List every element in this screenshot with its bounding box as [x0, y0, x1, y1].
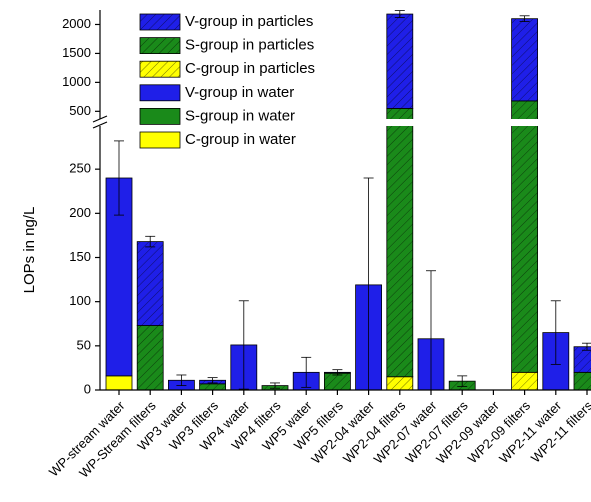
- bar-segment: [386, 376, 414, 391]
- legend-label: S-group in particles: [185, 37, 314, 54]
- error-bar: [519, 15, 530, 22]
- error-bar: [114, 140, 124, 216]
- y-tick-label: 250: [69, 161, 91, 176]
- y-tick-label: 1500: [62, 45, 91, 60]
- bar-segment: [386, 108, 414, 378]
- legend-label: V-group in particles: [185, 13, 313, 30]
- error-bar: [301, 356, 312, 388]
- y-tick-label: 2000: [62, 16, 91, 31]
- y-tick-label: 0: [84, 381, 91, 396]
- y-tick-label: 100: [69, 293, 91, 308]
- legend-swatch: [139, 131, 181, 149]
- bar-segment: [136, 241, 164, 326]
- error-bar: [145, 235, 156, 248]
- bar-segment: [199, 383, 227, 391]
- legend-label: C-group in water: [185, 131, 296, 148]
- error-bar: [457, 375, 468, 387]
- y-tick-label: 500: [69, 103, 91, 118]
- legend-label: V-group in water: [185, 84, 294, 101]
- legend-swatch: [139, 60, 181, 78]
- bar-segment: [573, 371, 591, 391]
- bar-segment: [511, 371, 539, 391]
- legend-swatch: [139, 108, 181, 125]
- legend-label: C-group in particles: [185, 60, 315, 77]
- error-bar: [582, 342, 591, 351]
- y-tick-label: 50: [77, 337, 91, 352]
- error-bar: [207, 377, 218, 384]
- error-bar: [332, 369, 343, 376]
- legend-swatch: [139, 37, 181, 54]
- y-axis-title: LOPs in ng/L: [21, 207, 38, 294]
- bar-segment: [136, 325, 164, 391]
- error-bar: [238, 300, 249, 390]
- legend-label: S-group in water: [185, 107, 295, 124]
- y-tick-label: 150: [69, 249, 91, 264]
- bar-segment: [386, 13, 414, 109]
- bar-segment: [511, 18, 539, 102]
- legend-swatch: [139, 13, 181, 31]
- error-bar: [550, 300, 561, 365]
- axis-break: [92, 119, 591, 126]
- bar-segment: [511, 100, 539, 373]
- error-bar: [176, 374, 187, 386]
- y-tick-label: 1000: [62, 74, 91, 89]
- legend-swatch: [139, 84, 181, 102]
- error-bar: [270, 382, 280, 389]
- bar-segment: [105, 375, 133, 391]
- y-tick-label: 200: [69, 205, 91, 220]
- bar-segment: [323, 372, 351, 391]
- axis-break-mark: [92, 121, 108, 129]
- error-bar: [394, 10, 405, 18]
